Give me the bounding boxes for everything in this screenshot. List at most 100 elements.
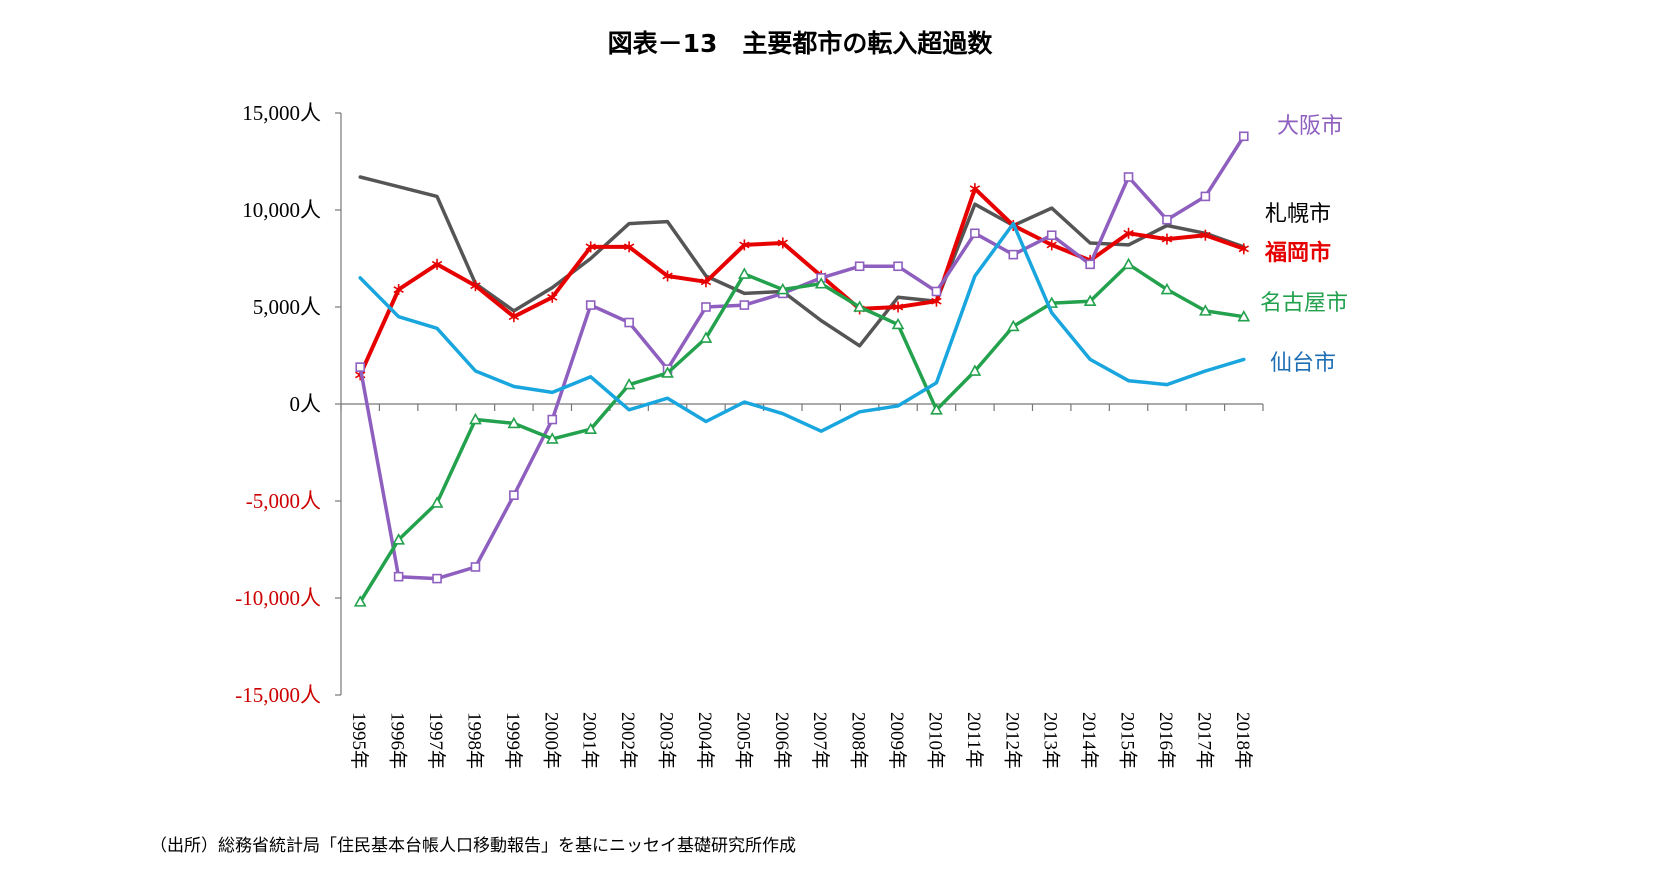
x-tick-label: 2001年 xyxy=(579,712,601,769)
x-tick-label: 2015年 xyxy=(1117,712,1139,769)
legend-label: 大阪市 xyxy=(1277,114,1343,139)
data-point-star xyxy=(700,276,712,288)
y-tick-label: -15,000人 xyxy=(235,683,321,707)
x-tick-label: 2007年 xyxy=(809,712,831,769)
series-line xyxy=(358,186,1246,377)
x-tick-label: 1996年 xyxy=(387,712,409,769)
data-point-square xyxy=(470,562,481,572)
y-tick-label: 0人 xyxy=(290,392,322,416)
data-point-star xyxy=(547,291,558,303)
x-tick-label: 2010年 xyxy=(924,712,946,769)
data-point-triangle xyxy=(392,533,405,545)
data-point-square xyxy=(701,302,711,312)
data-point-star xyxy=(1200,229,1211,241)
x-tick-label: 2004年 xyxy=(694,712,716,769)
data-point-star xyxy=(931,295,942,307)
data-point-triangle xyxy=(584,422,598,435)
data-point-triangle xyxy=(1160,282,1174,295)
data-point-square xyxy=(432,573,442,584)
data-point-star xyxy=(431,258,443,270)
data-point-triangle xyxy=(353,595,367,607)
data-point-triangle xyxy=(891,317,905,330)
data-point-triangle xyxy=(1237,310,1251,322)
data-point-triangle xyxy=(738,267,751,279)
data-point-square xyxy=(355,362,366,372)
data-point-triangle xyxy=(853,300,866,312)
data-point-square xyxy=(1123,172,1134,182)
data-point-star xyxy=(1123,227,1134,239)
x-tick-label: 2013年 xyxy=(1040,712,1062,769)
y-tick-label: -10,000人 xyxy=(235,586,321,610)
data-point-star xyxy=(585,241,596,253)
x-tick-label: 2018年 xyxy=(1232,712,1254,769)
legend-label: 札幌市 xyxy=(1265,202,1331,227)
data-point-triangle xyxy=(545,432,559,444)
series-line xyxy=(358,134,1246,581)
series-line xyxy=(358,262,1246,604)
x-tick-label: 1997年 xyxy=(425,712,447,769)
chart-title: 図表－13 主要都市の転入超過数 xyxy=(608,29,994,58)
data-point-star xyxy=(1046,239,1057,251)
data-point-triangle xyxy=(1199,304,1212,316)
data-point-triangle xyxy=(699,331,713,343)
data-point-square xyxy=(931,286,942,297)
data-point-square xyxy=(393,571,404,582)
data-point-square xyxy=(509,490,519,500)
x-tick-label: 2009年 xyxy=(886,712,908,769)
x-tick-label: 2011年 xyxy=(963,712,985,768)
data-point-triangle xyxy=(930,403,943,415)
data-point-triangle xyxy=(776,282,790,295)
data-point-star xyxy=(470,280,481,292)
x-tick-label: 2014年 xyxy=(1078,712,1100,769)
data-point-star xyxy=(662,270,673,282)
data-point-triangle xyxy=(1122,257,1135,270)
y-tick-label: 10,000人 xyxy=(242,198,321,222)
data-point-triangle xyxy=(622,377,636,390)
x-tick-label: 2008年 xyxy=(848,712,870,769)
x-tick-label: 2000年 xyxy=(540,712,562,769)
x-tick-label: 1999年 xyxy=(502,712,524,769)
data-point-square xyxy=(893,261,903,272)
x-tick-label: 1998年 xyxy=(463,712,485,769)
data-point-triangle xyxy=(469,412,482,425)
data-point-square xyxy=(739,300,750,310)
data-point-triangle xyxy=(1083,294,1097,306)
x-tick-label: 2006年 xyxy=(771,712,793,769)
data-point-star xyxy=(1161,233,1173,245)
data-point-star xyxy=(739,239,750,251)
x-tick-label: 2002年 xyxy=(617,712,639,769)
data-point-square xyxy=(547,414,558,425)
data-point-star xyxy=(623,241,635,253)
data-point-square xyxy=(585,300,596,310)
x-tick-label: 1995年 xyxy=(348,712,370,769)
data-point-triangle xyxy=(1006,319,1020,332)
y-tick-label: 5,000人 xyxy=(253,295,321,319)
series-line xyxy=(358,221,1246,433)
data-point-star xyxy=(393,284,404,296)
axes: 15,000人 10,000人 5,000人 0人 -5,000人 -10,000人 -15… xyxy=(235,101,1264,769)
y-tick-label: -5,000人 xyxy=(246,489,321,513)
source-note: （出所）総務省統計局「住民基本台帳人口移動報告」を基にニッセイ基礎研究所作成 xyxy=(150,836,796,856)
data-point-star xyxy=(1238,243,1249,255)
data-point-star xyxy=(508,311,520,323)
data-point-triangle xyxy=(968,364,982,376)
data-point-square xyxy=(1085,259,1095,270)
legend-label: 仙台市 xyxy=(1270,351,1336,376)
data-point-star xyxy=(892,301,904,313)
data-point-triangle xyxy=(661,366,674,378)
x-tick-label: 2012年 xyxy=(1001,712,1023,769)
data-point-triangle xyxy=(507,416,521,429)
x-tick-label: 2017年 xyxy=(1193,712,1215,769)
x-tick-label: 2003年 xyxy=(656,712,678,769)
series-line xyxy=(358,175,1246,348)
data-point-square xyxy=(1238,131,1249,142)
data-point-square xyxy=(854,261,865,272)
data-point-square xyxy=(970,228,980,239)
data-point-triangle xyxy=(814,277,828,289)
data-point-square xyxy=(1008,249,1019,260)
data-point-star xyxy=(777,237,788,249)
series-lines xyxy=(353,131,1251,607)
x-tick-label: 2005年 xyxy=(732,712,754,769)
